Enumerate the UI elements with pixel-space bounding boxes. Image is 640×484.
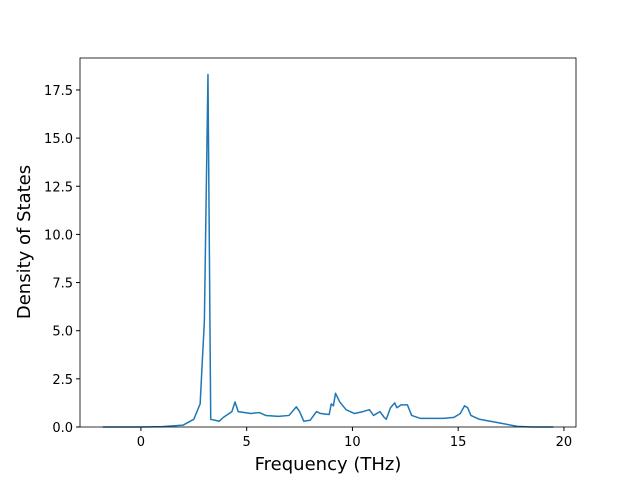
x-tick-label: 10 bbox=[344, 435, 361, 450]
y-tick-label: 2.5 bbox=[52, 373, 73, 388]
y-tick-label: 0.0 bbox=[52, 421, 73, 436]
x-axis-label: Frequency (THz) bbox=[255, 454, 402, 475]
plot-frame bbox=[79, 57, 577, 428]
x-tick-label: 15 bbox=[450, 435, 467, 450]
y-tick-label: 5.0 bbox=[52, 325, 73, 340]
x-tick-label: 0 bbox=[137, 435, 145, 450]
line bbox=[102, 73, 554, 428]
y-tick-label: 17.5 bbox=[44, 84, 73, 99]
y-tick-label: 15.0 bbox=[44, 132, 73, 147]
y-tick-label: 7.5 bbox=[52, 277, 73, 292]
x-tick-label: 5 bbox=[243, 435, 251, 450]
x-tick-label: 20 bbox=[556, 435, 573, 450]
y-tick-label: 12.5 bbox=[44, 180, 73, 195]
y-tick-label: 10.0 bbox=[44, 228, 73, 243]
y-axis-label: Density of States bbox=[14, 165, 35, 319]
